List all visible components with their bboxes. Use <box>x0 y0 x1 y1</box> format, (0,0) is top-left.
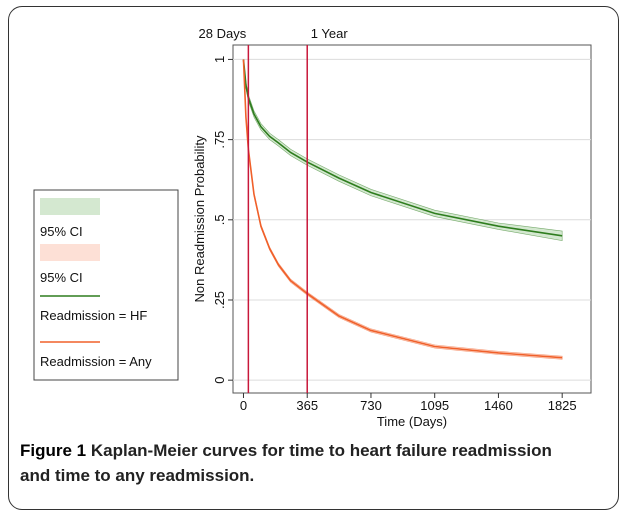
x-tick-label: 0 <box>240 398 247 413</box>
y-tick-label: 0 <box>212 377 227 384</box>
legend: 95% CI 95% CI Readmission = HF Readmission … <box>33 189 179 381</box>
x-tick-label: 730 <box>360 398 382 413</box>
caption-label: Figure 1 <box>20 441 87 460</box>
km-line <box>242 59 563 237</box>
caption: Figure 1 Kaplan-Meier curves for time to… <box>20 438 580 488</box>
y-tick-label: .5 <box>212 214 227 225</box>
x-tick-label: 1825 <box>548 398 577 413</box>
reference-label: 28 Days <box>199 26 247 41</box>
x-axis-title: Time (Days) <box>377 414 447 429</box>
y-axis-title: Non Readmission Probability <box>192 135 207 302</box>
x-tick-label: 365 <box>296 398 318 413</box>
legend-label: 95% CI <box>40 224 83 239</box>
reference-label: 1 Year <box>311 26 349 41</box>
legend-label: Readmission = Any <box>40 354 152 369</box>
y-tick-label: 1 <box>212 56 227 63</box>
x-tick-label: 1095 <box>420 398 449 413</box>
y-tick-label: .25 <box>212 291 227 309</box>
legend-ci-swatch <box>40 244 100 261</box>
legend-label: 95% CI <box>40 270 83 285</box>
km-line <box>242 59 563 359</box>
x-tick-label: 1460 <box>484 398 513 413</box>
legend-box <box>33 189 179 381</box>
caption-text: Kaplan-Meier curves for time to heart fa… <box>20 441 552 485</box>
legend-label: Readmission = HF <box>40 308 147 323</box>
figure-frame <box>8 6 619 510</box>
legend-ci-swatch <box>40 198 100 215</box>
y-tick-label: .75 <box>212 131 227 149</box>
plot-area <box>232 44 592 394</box>
